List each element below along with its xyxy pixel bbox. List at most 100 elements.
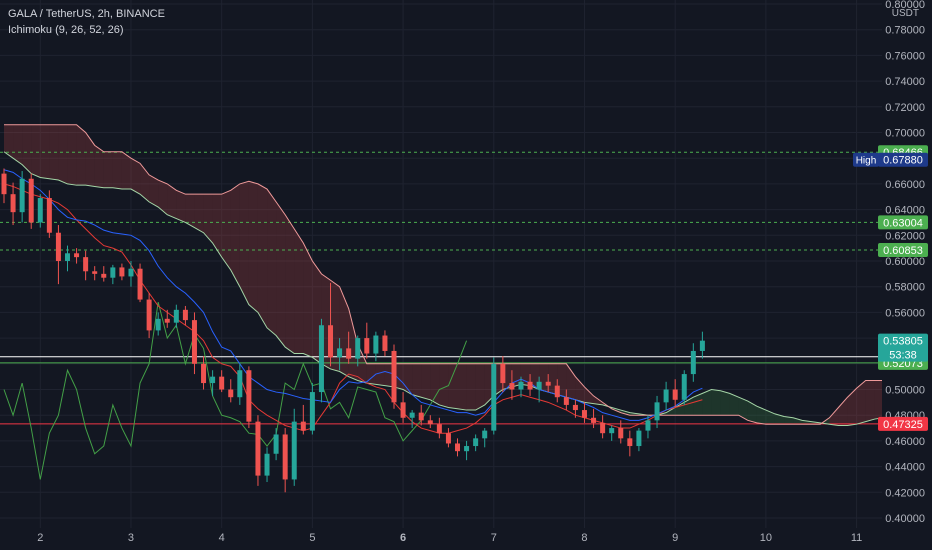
- candle[interactable]: [645, 415, 651, 439]
- candle[interactable]: [609, 425, 615, 441]
- cloud-segment: [212, 194, 222, 258]
- candle[interactable]: [618, 420, 624, 444]
- candle[interactable]: [164, 309, 170, 328]
- candle[interactable]: [64, 245, 70, 272]
- cloud-segment: [865, 380, 875, 422]
- candle[interactable]: [337, 338, 343, 371]
- price-tick-label: 0.40000: [885, 513, 925, 525]
- candle[interactable]: [491, 357, 497, 435]
- candle[interactable]: [10, 182, 16, 226]
- candle-body: [300, 421, 306, 431]
- symbol-title[interactable]: GALA / TetherUS, 2h, BINANCE: [8, 8, 165, 20]
- price-tick-label: 0.72000: [885, 102, 925, 114]
- candle[interactable]: [482, 428, 488, 448]
- candle[interactable]: [391, 344, 397, 409]
- candle[interactable]: [137, 263, 143, 303]
- candle[interactable]: [409, 410, 415, 429]
- candle[interactable]: [119, 263, 125, 281]
- candle[interactable]: [355, 335, 361, 367]
- candle[interactable]: [191, 312, 197, 375]
- candle[interactable]: [681, 370, 687, 405]
- candle[interactable]: [328, 282, 334, 367]
- candle[interactable]: [1, 168, 7, 204]
- candle[interactable]: [464, 440, 470, 461]
- candle[interactable]: [636, 428, 642, 452]
- candle[interactable]: [300, 404, 306, 435]
- candle[interactable]: [436, 417, 442, 439]
- candle[interactable]: [473, 434, 479, 452]
- svg-text:High: High: [856, 156, 877, 167]
- candle[interactable]: [663, 381, 669, 411]
- candle[interactable]: [536, 376, 542, 403]
- candle[interactable]: [672, 379, 678, 408]
- candle[interactable]: [264, 447, 270, 483]
- time-axis[interactable]: 2 3 4 5 6 7 8 9 10 11: [0, 528, 932, 550]
- candle[interactable]: [37, 194, 43, 228]
- candle[interactable]: [699, 331, 705, 359]
- candle-body: [473, 438, 479, 447]
- candle[interactable]: [128, 261, 134, 287]
- candle[interactable]: [455, 438, 460, 457]
- candle[interactable]: [400, 392, 406, 423]
- candle[interactable]: [273, 428, 279, 461]
- candle[interactable]: [427, 415, 433, 429]
- candle[interactable]: [74, 248, 80, 264]
- candle-body: [255, 421, 261, 476]
- candle[interactable]: [382, 330, 388, 357]
- cloud-segment: [194, 194, 204, 233]
- candle[interactable]: [101, 266, 107, 282]
- candle[interactable]: [445, 428, 451, 448]
- candle[interactable]: [291, 408, 297, 486]
- candle[interactable]: [246, 366, 252, 429]
- candle[interactable]: [527, 374, 533, 396]
- cloud-segment: [575, 376, 585, 403]
- candle[interactable]: [309, 383, 315, 435]
- candle[interactable]: [237, 363, 243, 405]
- candle[interactable]: [418, 404, 424, 426]
- candle[interactable]: [110, 264, 116, 285]
- candle[interactable]: [563, 389, 569, 411]
- candle[interactable]: [318, 318, 324, 403]
- candle[interactable]: [28, 173, 34, 229]
- candle[interactable]: [581, 402, 587, 423]
- candle[interactable]: [518, 376, 524, 398]
- candle[interactable]: [654, 395, 660, 429]
- candle[interactable]: [545, 374, 551, 393]
- candle[interactable]: [591, 408, 597, 429]
- candle[interactable]: [364, 322, 370, 359]
- cloud-segment: [248, 181, 258, 313]
- candle[interactable]: [146, 293, 152, 339]
- candle[interactable]: [19, 171, 25, 223]
- cloud-segment: [103, 151, 113, 188]
- candle[interactable]: [92, 266, 98, 281]
- candle[interactable]: [509, 370, 515, 400]
- candle[interactable]: [155, 312, 161, 336]
- candle-body: [373, 335, 379, 354]
- lagging-span-line: [3, 301, 468, 480]
- candle[interactable]: [228, 379, 234, 403]
- price-axis[interactable]: 0.80000 0.78000 0.76000 0.74000 0.72000 0.700…: [882, 0, 932, 550]
- candle[interactable]: [373, 331, 379, 362]
- candle[interactable]: [600, 415, 606, 439]
- candle[interactable]: [55, 225, 61, 285]
- candle[interactable]: [282, 428, 288, 493]
- candle-body: [464, 446, 470, 452]
- candle[interactable]: [346, 331, 352, 364]
- candle[interactable]: [46, 190, 52, 238]
- candle[interactable]: [255, 415, 261, 486]
- candle[interactable]: [210, 370, 216, 396]
- candle[interactable]: [690, 343, 696, 382]
- candle[interactable]: [627, 430, 633, 457]
- candle[interactable]: [173, 304, 179, 328]
- candle[interactable]: [219, 370, 225, 393]
- candle[interactable]: [83, 250, 89, 281]
- candle[interactable]: [500, 356, 506, 393]
- candle[interactable]: [554, 379, 560, 403]
- candle[interactable]: [572, 399, 578, 418]
- indicator-title[interactable]: Ichimoku (9, 26, 52, 26): [8, 24, 124, 36]
- price-tick-label: 0.50000: [885, 385, 925, 397]
- last-price-value: 0.53805: [883, 336, 923, 348]
- candle[interactable]: [182, 305, 188, 326]
- candle[interactable]: [201, 356, 207, 390]
